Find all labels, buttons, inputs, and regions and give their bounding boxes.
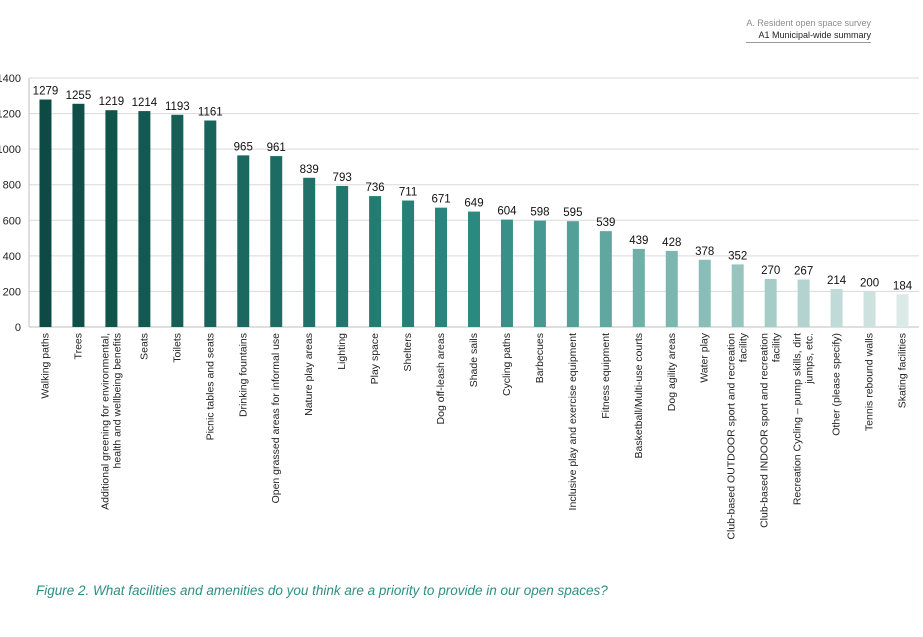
x-tick-label: Play space xyxy=(369,333,381,385)
bar xyxy=(435,207,448,327)
x-tick-label: Tennis rebound walls xyxy=(864,333,876,431)
x-tick-label: Other (please specify) xyxy=(831,333,843,436)
bar xyxy=(39,99,52,327)
data-label: 267 xyxy=(794,266,813,278)
bar xyxy=(138,111,151,328)
x-tick-label: Toilets xyxy=(171,333,183,363)
bar xyxy=(797,279,810,327)
x-tick-label: Basketball/Multi-use courts xyxy=(633,333,645,458)
data-label: 1193 xyxy=(165,101,190,113)
bar xyxy=(237,155,250,327)
x-tick-label: Lighting xyxy=(336,333,348,370)
data-label: 1214 xyxy=(132,97,158,109)
bar xyxy=(566,221,579,327)
x-tick-label: Club-based INDOOR sport and recreationfa… xyxy=(759,332,783,528)
bar xyxy=(369,196,382,327)
bar xyxy=(896,294,909,327)
bar xyxy=(468,211,480,327)
data-label: 965 xyxy=(234,141,253,153)
bar xyxy=(863,291,876,327)
bar xyxy=(632,248,645,327)
y-tick-label: 1400 xyxy=(0,73,21,85)
x-tick-label: Shelters xyxy=(402,333,414,372)
x-tick-label: Club-based OUTDOOR sport and recreationf… xyxy=(726,332,750,539)
data-label: 671 xyxy=(431,194,450,206)
data-label: 736 xyxy=(366,182,385,194)
bar xyxy=(698,259,711,327)
data-label: 598 xyxy=(530,207,549,219)
x-tick-label: Fitness equipment xyxy=(600,333,612,419)
data-label: 1255 xyxy=(66,90,92,102)
bar xyxy=(72,103,85,328)
data-label: 1219 xyxy=(99,96,125,108)
x-tick-label: Drinking fountains xyxy=(237,333,249,417)
bar xyxy=(599,231,612,327)
bar xyxy=(830,288,843,327)
bar xyxy=(665,250,678,327)
data-label: 961 xyxy=(267,142,286,154)
x-tick-label: Dog off-leash areas xyxy=(435,333,447,424)
data-label: 200 xyxy=(860,277,879,289)
x-tick-label: Barbecues xyxy=(534,333,546,383)
y-tick-label: 1000 xyxy=(0,144,21,156)
bar xyxy=(303,177,316,327)
x-tick-label: Picnic tables and seats xyxy=(204,333,216,440)
y-tick-label: 0 xyxy=(15,322,21,334)
data-label: 428 xyxy=(662,237,681,249)
data-label: 270 xyxy=(761,265,780,277)
y-tick-label: 800 xyxy=(3,180,21,192)
data-label: 1161 xyxy=(198,107,223,119)
data-label: 711 xyxy=(399,187,417,199)
data-label: 649 xyxy=(464,198,483,210)
x-tick-label: Nature play areas xyxy=(303,333,315,416)
x-tick-label: Skating facilities xyxy=(897,333,909,408)
data-label: 604 xyxy=(497,206,517,218)
bar xyxy=(336,185,349,327)
bar xyxy=(731,264,744,327)
report-subsection: A1 Municipal-wide summary xyxy=(758,30,871,40)
x-tick-label: Recreation Cycling – pump skills, dirtju… xyxy=(792,333,816,505)
x-tick-label: Open grassed areas for informal use xyxy=(270,333,282,504)
x-tick-label: Dog agility areas xyxy=(666,333,678,411)
x-tick-label: Seats xyxy=(138,333,150,360)
y-tick-label: 600 xyxy=(3,215,21,227)
x-tick-label: Walking paths xyxy=(39,333,51,399)
x-tick-label: Water play xyxy=(699,332,711,383)
data-label: 595 xyxy=(563,207,582,219)
data-label: 214 xyxy=(827,275,847,287)
data-label: 793 xyxy=(333,172,352,184)
bar xyxy=(402,200,415,327)
bar xyxy=(171,114,184,327)
x-tick-label: Additional greening for environmental,he… xyxy=(99,333,123,510)
bar xyxy=(500,219,513,327)
data-label: 352 xyxy=(728,250,747,262)
bar xyxy=(204,120,217,327)
x-tick-label: Cycling paths xyxy=(501,333,513,396)
bar xyxy=(270,156,283,327)
x-tick-label: Shade sails xyxy=(468,333,480,387)
figure-caption: Figure 2. What facilities and amenities … xyxy=(36,583,608,598)
data-label: 378 xyxy=(695,246,714,258)
report-section: A. Resident open space survey xyxy=(746,18,871,28)
x-tick-label: Inclusive play and exercise equipment xyxy=(567,333,579,511)
data-label: 539 xyxy=(596,217,615,229)
y-tick-label: 400 xyxy=(3,251,21,263)
report-header: A. Resident open space survey A1 Municip… xyxy=(746,17,871,43)
data-label: 184 xyxy=(893,280,913,292)
data-label: 439 xyxy=(629,235,648,247)
bar xyxy=(764,278,777,327)
data-label: 839 xyxy=(300,164,319,176)
data-label: 1279 xyxy=(33,86,59,98)
x-tick-label: Trees xyxy=(72,333,84,359)
bar xyxy=(533,220,546,327)
y-tick-label: 1200 xyxy=(0,109,21,121)
bar xyxy=(105,110,118,328)
bar-chart: 0 200 400 600 800 1000 1200 1400 1279 Walking pat… xyxy=(0,73,919,540)
y-tick-label: 200 xyxy=(3,286,21,298)
